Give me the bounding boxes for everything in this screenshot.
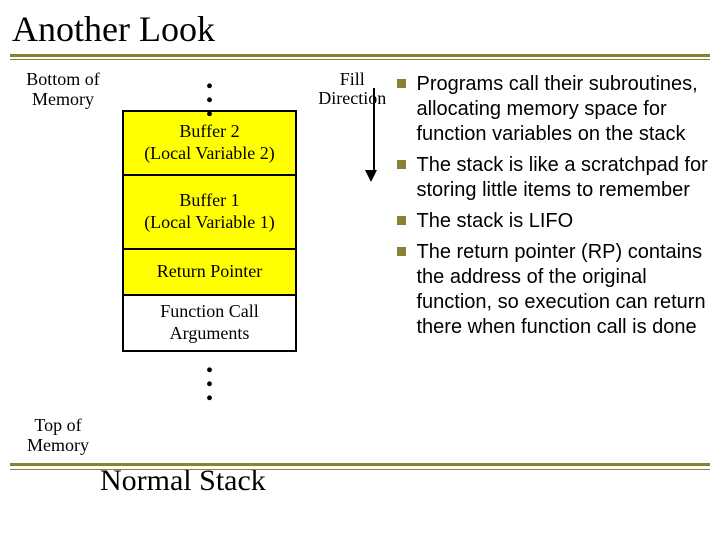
dots-top: ... bbox=[122, 68, 297, 110]
title-rule-thick bbox=[10, 54, 710, 57]
stack-cell-buffer1: Buffer 1 (Local Variable 1) bbox=[122, 176, 297, 250]
args-line2: Arguments bbox=[170, 323, 250, 345]
return-pointer-label: Return Pointer bbox=[157, 261, 263, 283]
stack-cell-return-pointer: Return Pointer bbox=[122, 250, 297, 296]
footer-rule-thin bbox=[10, 469, 710, 470]
arrow-shaft bbox=[373, 88, 375, 170]
dots-bottom: ... bbox=[122, 352, 297, 394]
fill-direction-arrow bbox=[370, 88, 377, 182]
bullet-item: The return pointer (RP) contains the add… bbox=[395, 240, 711, 340]
bullet-list: Programs call their subroutines, allocat… bbox=[395, 72, 711, 340]
top-of-memory-label: Top of Memory bbox=[18, 416, 98, 456]
stack-cell-arguments: Function Call Arguments bbox=[122, 296, 297, 352]
buffer2-line2: (Local Variable 2) bbox=[144, 143, 275, 165]
text-column: Programs call their subroutines, allocat… bbox=[395, 68, 711, 346]
bottom-of-memory-label: Bottom of Memory bbox=[18, 70, 108, 110]
stack-diagram: ... Buffer 2 (Local Variable 2) Buffer 1… bbox=[122, 68, 297, 394]
buffer1-line1: Buffer 1 bbox=[179, 190, 239, 212]
fill-direction-label: Fill Direction bbox=[310, 70, 395, 108]
page-title: Another Look bbox=[0, 0, 720, 54]
buffer1-line2: (Local Variable 1) bbox=[144, 212, 275, 234]
title-rule-thin bbox=[10, 59, 710, 60]
arrow-head-icon bbox=[365, 170, 377, 182]
buffer2-line1: Buffer 2 bbox=[179, 121, 239, 143]
diagram-column: Bottom of Memory Top of Memory ... Buffe… bbox=[10, 68, 395, 346]
content-area: Bottom of Memory Top of Memory ... Buffe… bbox=[0, 68, 720, 346]
bullet-item: The stack is LIFO bbox=[395, 209, 711, 234]
bullet-item: Programs call their subroutines, allocat… bbox=[395, 72, 711, 147]
bullet-item: The stack is like a scratchpad for stori… bbox=[395, 153, 711, 203]
args-line1: Function Call bbox=[160, 301, 259, 323]
footer-rule-thick bbox=[10, 463, 710, 466]
